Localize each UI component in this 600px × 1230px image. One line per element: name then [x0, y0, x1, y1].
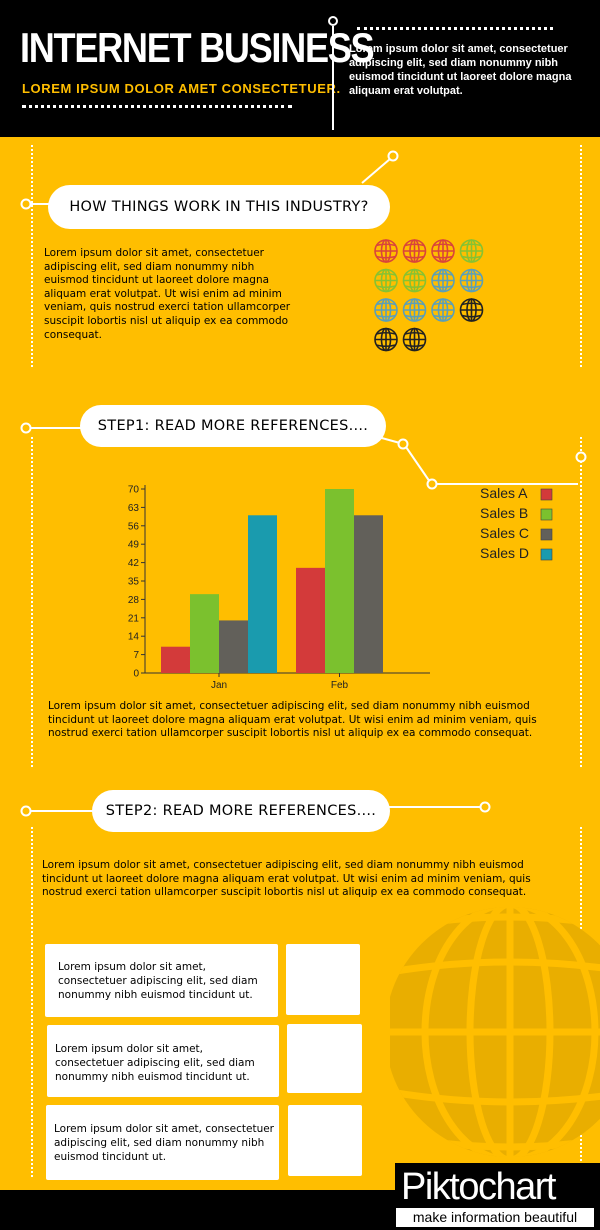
section-industry-text: Lorem ipsum dolor sit amet, consectetuer… — [44, 247, 291, 341]
y-tick-label: 14 — [128, 632, 140, 643]
subtitle-dotted-divider — [22, 105, 292, 108]
content-area: HOW THINGS WORK IN THIS INDUSTRY? Lorem … — [0, 137, 600, 1190]
info-card-3-text: Lorem ipsum dolor sit amet, consectetuer… — [54, 1123, 274, 1163]
info-card-3: Lorem ipsum dolor sit amet, consectetuer… — [46, 1105, 279, 1180]
section-step2-text: Lorem ipsum dolor sit amet, consectetuer… — [42, 859, 531, 899]
globe-icon — [402, 327, 427, 352]
legend-label: Sales B — [480, 505, 528, 521]
right-dotted-border-2 — [580, 437, 582, 767]
header-dotted-divider — [357, 27, 553, 30]
info-card-2-image — [287, 1024, 362, 1093]
x-tick-label: Jan — [211, 680, 227, 691]
globe-icon — [431, 268, 455, 293]
header-description: Lorem ipsum dolor sit amet, consectetuer… — [349, 43, 572, 97]
section-step1-text: Lorem ipsum dolor sit amet, consectetuer… — [48, 700, 537, 740]
header-connector-node — [328, 16, 338, 26]
info-card-1-image — [286, 944, 360, 1015]
legend-label: Sales C — [480, 525, 529, 541]
right-dotted-border-1 — [580, 145, 582, 367]
legend-swatch — [540, 528, 553, 541]
header: INTERNET BUSINESS LOREM IPSUM DOLOR AMET… — [0, 0, 600, 137]
left-dotted-border-1 — [31, 145, 33, 367]
x-tick-label: Feb — [331, 680, 349, 691]
left-dotted-border-3 — [31, 827, 33, 1177]
globe-icon — [374, 239, 398, 263]
globe-icon — [402, 298, 427, 322]
globe-icon — [374, 268, 398, 293]
info-card-3-image — [288, 1105, 362, 1176]
globe-icon — [402, 239, 427, 263]
globe-icon — [431, 239, 455, 263]
page-subtitle: LOREM IPSUM DOLOR AMET CONSECTETUER. — [22, 81, 341, 96]
info-card-2: Lorem ipsum dolor sit amet, consectetuer… — [47, 1025, 279, 1097]
y-tick-label: 0 — [133, 669, 139, 680]
info-card-1: Lorem ipsum dolor sit amet, consectetuer… — [45, 944, 278, 1017]
y-tick-label: 70 — [128, 485, 140, 496]
bar-sales-a-jan — [161, 646, 190, 673]
legend-swatch — [540, 508, 553, 521]
piktochart-logo[interactable]: Piktochart make information beautiful — [395, 1163, 600, 1230]
globe-icon — [459, 239, 484, 263]
sales-bar-chart: 0 7 14 21 28 35 42 49 56 63 70 Jan Feb Sales A Sales B… — [128, 485, 553, 691]
info-card-2-text: Lorem ipsum dolor sit amet, consectetuer… — [55, 1043, 255, 1083]
y-tick-label: 7 — [133, 650, 139, 661]
bar-sales-c-feb — [354, 515, 383, 673]
y-tick-label: 21 — [128, 613, 140, 624]
y-tick-label: 56 — [128, 521, 140, 532]
info-card-1-text: Lorem ipsum dolor sit amet, consectetuer… — [58, 961, 258, 1001]
section-heading-step1: STEP1: READ MORE REFERENCES.... — [80, 405, 386, 447]
y-tick-label: 42 — [128, 558, 140, 569]
page-title: INTERNET BUSINESS — [20, 24, 375, 71]
globe-icon — [431, 298, 455, 322]
logo-tagline: make information beautiful — [396, 1208, 594, 1227]
section-heading-step2: STEP2: READ MORE REFERENCES.... — [92, 790, 390, 832]
bar-sales-a-feb — [296, 567, 325, 673]
y-tick-label: 49 — [128, 540, 140, 551]
y-tick-label: 35 — [128, 577, 140, 588]
globe-icon — [374, 298, 398, 322]
legend-label: Sales D — [480, 545, 529, 561]
header-vertical-divider — [332, 26, 334, 130]
legend-swatch — [540, 548, 553, 561]
logo-wordmark: Piktochart — [401, 1166, 556, 1208]
bar-sales-c-jan — [219, 620, 248, 673]
y-tick-label: 63 — [128, 503, 140, 514]
globe-icon-grid — [373, 238, 493, 354]
bar-sales-d-jan — [248, 515, 277, 673]
legend-swatch — [540, 488, 553, 501]
connector-lines — [20, 150, 587, 817]
y-tick-label: 28 — [128, 595, 140, 606]
decorative-globe-icon — [390, 907, 600, 1157]
globe-icon — [459, 268, 484, 293]
bar-sales-b-jan — [190, 594, 219, 673]
left-dotted-border-2 — [31, 437, 33, 767]
section-heading-industry: HOW THINGS WORK IN THIS INDUSTRY? — [48, 185, 390, 229]
bar-sales-b-feb — [325, 489, 354, 673]
globe-icon — [374, 327, 398, 352]
globe-icon — [459, 298, 484, 322]
globe-icon — [402, 268, 427, 293]
legend-label: Sales A — [480, 485, 528, 501]
